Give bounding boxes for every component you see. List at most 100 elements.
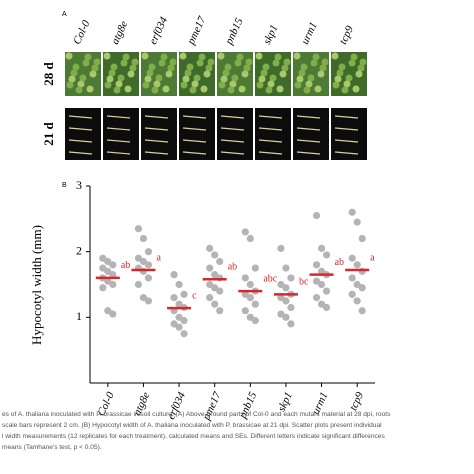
significance-letter: abc bbox=[263, 273, 277, 284]
leaf bbox=[331, 52, 339, 60]
seedling bbox=[258, 151, 283, 155]
leaf bbox=[167, 64, 175, 72]
point bbox=[353, 261, 361, 269]
significance-letter: ab bbox=[335, 257, 344, 268]
point bbox=[317, 244, 326, 252]
leaf bbox=[160, 53, 168, 61]
point bbox=[353, 218, 361, 226]
point bbox=[353, 297, 361, 305]
leaf bbox=[267, 80, 275, 88]
leaf bbox=[117, 74, 125, 82]
row-label: 28 d bbox=[41, 61, 56, 85]
leaf bbox=[144, 75, 152, 83]
leaf bbox=[238, 85, 246, 93]
leaf bbox=[207, 58, 215, 66]
leaf bbox=[255, 52, 263, 60]
leaf bbox=[142, 81, 150, 89]
leaf bbox=[260, 69, 268, 77]
genotype-label: pnb15 bbox=[223, 16, 246, 47]
significance-letter: ab bbox=[228, 262, 237, 273]
leaf bbox=[196, 59, 204, 67]
leaf bbox=[106, 75, 114, 83]
point bbox=[241, 228, 249, 236]
leaf bbox=[293, 52, 301, 60]
leaf bbox=[182, 75, 190, 83]
point bbox=[251, 300, 259, 308]
seedling bbox=[334, 151, 359, 155]
leaf bbox=[203, 70, 211, 78]
seedling bbox=[296, 127, 321, 131]
seedling bbox=[296, 139, 321, 143]
seedling bbox=[334, 139, 359, 143]
point bbox=[216, 257, 224, 266]
seedling bbox=[220, 151, 245, 155]
y-axis-label: Hypocotyl width (mm) bbox=[29, 225, 44, 345]
significance-letter: c bbox=[192, 290, 197, 301]
caption-line: l width measurements (12 replicates for … bbox=[2, 433, 385, 440]
leaf bbox=[276, 85, 284, 93]
point bbox=[144, 297, 153, 305]
point bbox=[175, 280, 183, 289]
point bbox=[206, 244, 214, 252]
point bbox=[287, 274, 295, 282]
point bbox=[246, 280, 254, 289]
leaf bbox=[348, 59, 356, 67]
point bbox=[109, 271, 117, 279]
point bbox=[348, 274, 356, 282]
seedling bbox=[258, 127, 283, 131]
leaf bbox=[89, 70, 97, 78]
seedling bbox=[106, 139, 131, 143]
point bbox=[282, 284, 290, 292]
leaf bbox=[262, 63, 270, 71]
leaf bbox=[86, 85, 94, 93]
point bbox=[99, 284, 107, 292]
leaf bbox=[200, 85, 208, 93]
leaf bbox=[234, 59, 242, 67]
leaf bbox=[258, 75, 266, 83]
leaf bbox=[104, 81, 112, 89]
row-label: 21 d bbox=[41, 121, 56, 145]
significance-letter: a bbox=[156, 252, 161, 263]
point bbox=[312, 261, 321, 269]
leaf bbox=[341, 86, 349, 94]
point bbox=[322, 287, 331, 295]
point bbox=[251, 317, 259, 325]
leaf bbox=[312, 53, 320, 61]
seedling bbox=[68, 151, 93, 155]
point bbox=[241, 274, 249, 282]
point bbox=[144, 274, 153, 282]
leaf bbox=[75, 86, 83, 94]
caption-line: scale bars represent 2 cm. (B) Hypocotyl… bbox=[2, 422, 382, 429]
point bbox=[251, 264, 259, 272]
leaf bbox=[124, 85, 132, 93]
leaf bbox=[79, 74, 87, 82]
point bbox=[211, 300, 219, 308]
point bbox=[282, 297, 290, 305]
leaf bbox=[272, 59, 280, 67]
leaf bbox=[77, 80, 85, 88]
point bbox=[358, 234, 366, 243]
leaf bbox=[82, 59, 90, 67]
point bbox=[170, 271, 178, 279]
point bbox=[216, 307, 224, 315]
leaf bbox=[93, 58, 101, 66]
seedling bbox=[144, 115, 169, 119]
leaf bbox=[227, 86, 235, 94]
leaf bbox=[141, 52, 149, 60]
point bbox=[134, 225, 143, 233]
leaf bbox=[243, 64, 251, 72]
seedling bbox=[334, 115, 359, 119]
y-tick-label: 1 bbox=[76, 309, 82, 323]
point bbox=[322, 303, 331, 312]
leaf bbox=[274, 53, 282, 61]
leaf bbox=[148, 63, 156, 71]
point bbox=[139, 234, 148, 243]
leaf bbox=[269, 74, 277, 82]
seedling bbox=[220, 127, 245, 131]
leaf bbox=[310, 59, 318, 67]
x-tick-label: tcp9 bbox=[347, 390, 366, 413]
leaf bbox=[146, 69, 154, 77]
y-tick-label: 2 bbox=[76, 243, 82, 257]
leaf bbox=[68, 75, 76, 83]
